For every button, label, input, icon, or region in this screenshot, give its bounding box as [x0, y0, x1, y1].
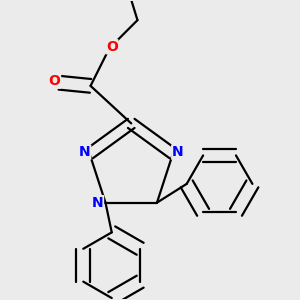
Text: N: N	[92, 196, 103, 210]
Text: O: O	[106, 40, 118, 54]
Text: N: N	[172, 145, 183, 159]
Text: O: O	[49, 74, 61, 88]
Text: N: N	[79, 145, 91, 159]
